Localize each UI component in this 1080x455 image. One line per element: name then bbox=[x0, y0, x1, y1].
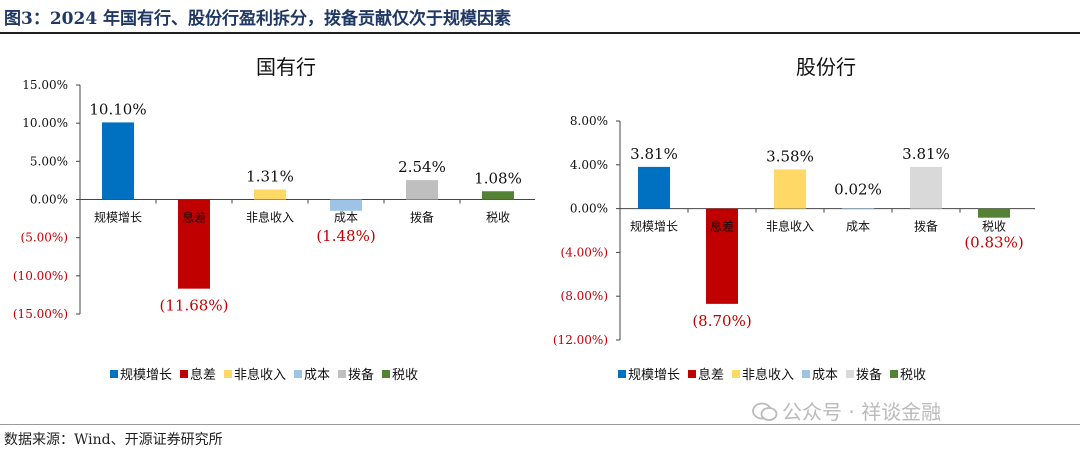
data-label: 1.31% bbox=[246, 168, 294, 186]
data-label: (8.70%) bbox=[692, 312, 751, 330]
data-label: 3.58% bbox=[766, 147, 814, 165]
legend-label: 成本 bbox=[304, 368, 330, 383]
y-tick-label: (8.00%) bbox=[561, 289, 608, 303]
legend-swatch bbox=[294, 370, 302, 378]
data-label: 1.08% bbox=[474, 169, 522, 187]
legend-label: 拨备 bbox=[348, 367, 374, 383]
watermark: 公众号 · 祥谈金融 bbox=[752, 396, 941, 425]
y-tick-label: (4.00%) bbox=[561, 245, 608, 259]
legend-label: 拨备 bbox=[856, 367, 882, 383]
legend-label: 税收 bbox=[392, 368, 418, 383]
bar-3 bbox=[774, 169, 806, 209]
legend-swatch bbox=[180, 370, 188, 378]
x-category-label: 息差 bbox=[182, 210, 206, 225]
legend-label: 非息收入 bbox=[234, 367, 286, 383]
legend-swatch bbox=[846, 370, 854, 378]
legend-label: 税收 bbox=[900, 368, 926, 383]
bar-6 bbox=[482, 191, 514, 200]
x-category-label: 拨备 bbox=[914, 220, 938, 234]
chart-joint-stock-banks: 股份行 8.00% 4.00% 0.00% (4.00%) (8.00%) (12.00%)… bbox=[553, 55, 1035, 383]
x-category-label: 规模增长 bbox=[630, 219, 678, 234]
bar-4 bbox=[330, 199, 362, 211]
x-category-label: 拨备 bbox=[410, 211, 434, 225]
x-category-label: 规模增长 bbox=[94, 210, 142, 225]
data-label: 3.81% bbox=[630, 145, 678, 163]
legend-swatch bbox=[382, 370, 390, 378]
y-tick-label: (10.00%) bbox=[13, 269, 68, 283]
top-rule bbox=[0, 32, 1080, 34]
data-label: 10.10% bbox=[89, 100, 146, 118]
source-note: 数据来源：Wind、开源证券研究所 bbox=[4, 432, 223, 448]
legend-swatch bbox=[732, 370, 740, 378]
x-category-label: 非息收入 bbox=[766, 219, 814, 234]
y-tick-label: 8.00% bbox=[570, 114, 608, 128]
bottom-rule bbox=[0, 424, 1080, 425]
x-category-label: 成本 bbox=[334, 211, 358, 225]
bar-6 bbox=[978, 208, 1010, 218]
data-label: 0.02% bbox=[834, 181, 882, 199]
watermark-text: 公众号 · 祥谈金融 bbox=[782, 400, 942, 424]
x-category-label: 成本 bbox=[846, 220, 870, 234]
legend-swatch bbox=[890, 370, 898, 378]
legend-swatch bbox=[618, 370, 626, 378]
y-tick-label: 0.00% bbox=[570, 202, 608, 216]
figure-title: 图3：2024 年国有行、股份行盈利拆分，拨备贡献仅次于规模因素 bbox=[4, 9, 512, 29]
y-tick-label: 5.00% bbox=[30, 154, 68, 168]
data-label: (1.48%) bbox=[316, 227, 375, 245]
legend-label: 成本 bbox=[812, 368, 838, 383]
y-tick-label: (5.00%) bbox=[21, 231, 68, 245]
y-tick-label: (12.00%) bbox=[553, 333, 608, 347]
legend-label: 非息收入 bbox=[742, 367, 794, 383]
x-category-label: 税收 bbox=[982, 220, 1006, 234]
y-tick-label: 0.00% bbox=[30, 193, 68, 207]
legend-swatch bbox=[802, 370, 810, 378]
legend-label: 息差 bbox=[190, 367, 216, 383]
x-category-label: 税收 bbox=[486, 211, 510, 225]
legend-label: 息差 bbox=[698, 367, 724, 383]
y-tick-label: (15.00%) bbox=[13, 307, 68, 321]
bar-3 bbox=[254, 189, 286, 200]
legend-swatch bbox=[338, 370, 346, 378]
data-label: 3.81% bbox=[902, 145, 950, 163]
data-label: (0.83%) bbox=[964, 234, 1023, 252]
y-tick-label: 10.00% bbox=[22, 116, 68, 130]
legend-label: 规模增长 bbox=[628, 368, 680, 383]
bar-2 bbox=[178, 199, 210, 289]
bar-5 bbox=[910, 166, 942, 209]
bar-1 bbox=[102, 122, 134, 200]
y-tick-label: 4.00% bbox=[570, 158, 608, 172]
legend-swatch bbox=[110, 370, 118, 378]
bar-2 bbox=[706, 208, 738, 304]
chart-title: 股份行 bbox=[796, 55, 856, 79]
bar-4 bbox=[842, 208, 874, 210]
y-tick-label: 15.00% bbox=[22, 78, 68, 92]
legend-swatch bbox=[224, 370, 232, 378]
legend-swatch bbox=[688, 370, 696, 378]
chart-title: 国有行 bbox=[256, 55, 316, 79]
legend-label: 规模增长 bbox=[120, 368, 172, 383]
wechat-icon bbox=[752, 402, 778, 421]
bar-1 bbox=[638, 166, 670, 209]
x-category-label: 息差 bbox=[710, 219, 734, 234]
x-category-label: 非息收入 bbox=[246, 210, 294, 225]
bar-5 bbox=[406, 180, 438, 200]
chart-soe-banks: 国有行 15.00% 10.00% 5.00% 0.00% (5.00%) (10.00%)… bbox=[13, 55, 535, 383]
data-label: (11.68%) bbox=[160, 297, 229, 315]
data-label: 2.54% bbox=[398, 158, 446, 176]
